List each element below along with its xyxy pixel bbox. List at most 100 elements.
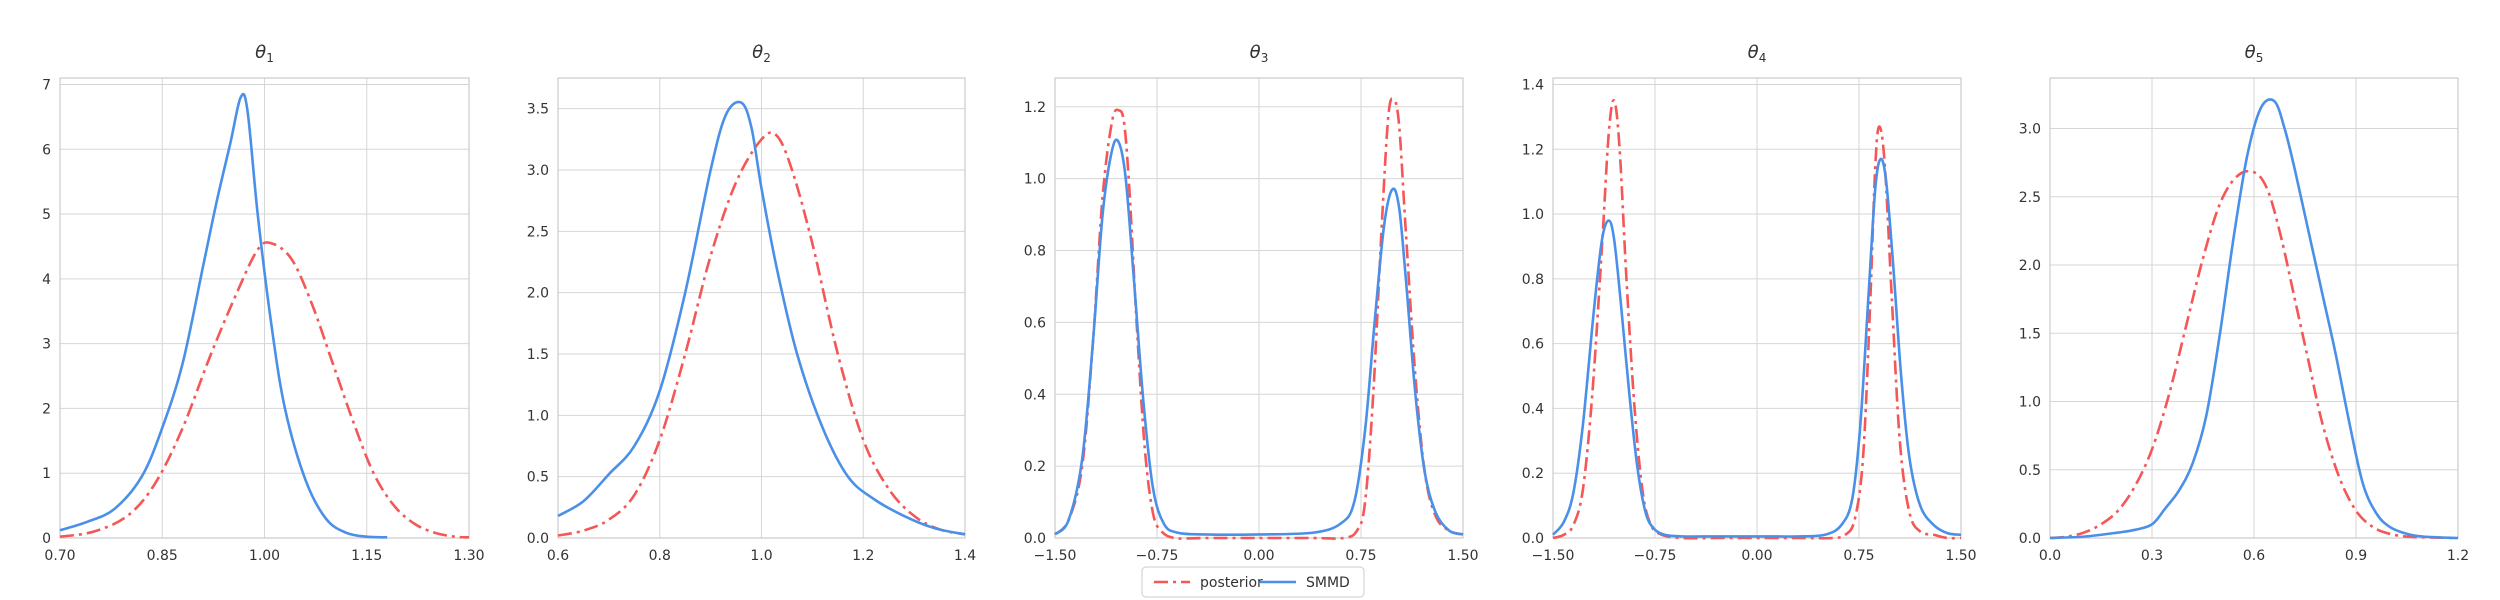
series-line-smmd	[59, 92, 388, 539]
plot-frame	[1054, 77, 1464, 539]
y-tick-label: 1.0	[1522, 207, 1544, 223]
series-line-smmd	[557, 100, 966, 536]
y-tick-label: 0.0	[1522, 531, 1544, 547]
title-subscript: 1	[266, 51, 274, 65]
y-tick-label: 1.4	[1522, 77, 1544, 93]
y-tick-label: 1.2	[1522, 142, 1544, 158]
legend-label-posterior: posterior	[1200, 575, 1263, 591]
x-tick-label: 0.75	[1843, 548, 1874, 564]
series-line-posterior	[1552, 98, 1962, 540]
y-tick-label: 1.5	[2019, 326, 2041, 342]
title-symbol: θ	[752, 42, 763, 63]
y-tick-label: 0.0	[527, 531, 549, 547]
series-line-smmd	[1552, 157, 1962, 538]
panel-theta4: −1.50 −0.75 0.00 0.75 1.50 0.0 0.2 0.4 0.6 0.8 1.0…	[1522, 42, 1977, 564]
y-tick-label: 3.0	[527, 163, 549, 179]
y-tick-label: 6	[42, 142, 51, 158]
title-subscript: 4	[1759, 51, 1767, 65]
panel-title: θ5	[2245, 42, 2264, 65]
series-line-posterior	[557, 131, 966, 537]
x-tick-label: 1.0	[750, 548, 772, 564]
y-tick-label: 3	[42, 337, 51, 353]
x-tick-label: −1.50	[1532, 548, 1575, 564]
y-tick-label: 2	[42, 401, 51, 417]
y-tick-label: 4	[42, 272, 51, 288]
y-tick-label: 1	[42, 466, 51, 482]
series-line-posterior	[59, 241, 470, 539]
series-line-posterior	[2049, 169, 2459, 540]
y-tick-label: 2.5	[527, 224, 549, 240]
y-tick-label: 2.0	[527, 286, 549, 302]
x-tick-label: 0.6	[2243, 548, 2265, 564]
panel-title: θ2	[752, 42, 771, 65]
y-tick-label: 2.0	[2019, 258, 2041, 274]
x-tick-label: 0.00	[1741, 548, 1772, 564]
y-tick-label: 0.4	[1522, 401, 1544, 417]
y-tick-label: 0.2	[1024, 459, 1046, 475]
x-tick-label: −0.75	[1136, 548, 1179, 564]
x-tick-label: 1.4	[954, 548, 976, 564]
legend-label-smmd: SMMD	[1306, 575, 1350, 591]
title-symbol: θ	[1250, 42, 1261, 63]
x-tick-label: 0.9	[2345, 548, 2367, 564]
y-tick-label: 1.0	[527, 408, 549, 424]
y-tick-label: 0	[42, 531, 51, 547]
series-line-smmd	[1054, 138, 1464, 536]
x-tick-label: 1.30	[453, 548, 484, 564]
y-tick-label: 0.5	[2019, 463, 2041, 479]
y-tick-label: 0.6	[1024, 315, 1046, 331]
x-tick-label: 1.00	[249, 548, 280, 564]
y-tick-label: 5	[42, 207, 51, 223]
y-tick-label: 2.5	[2019, 190, 2041, 206]
series-line-posterior	[1054, 97, 1464, 540]
x-tick-label: 0.8	[649, 548, 671, 564]
y-tick-label: 0.8	[1024, 244, 1046, 260]
legend: posterior SMMD	[1141, 566, 1365, 598]
y-tick-label: 3.5	[527, 102, 549, 118]
plot-frame	[557, 77, 966, 539]
y-tick-label: 0.0	[2019, 531, 2041, 547]
x-tick-label: 1.50	[1447, 548, 1478, 564]
panel-title: θ1	[255, 42, 274, 65]
x-tick-label: −0.75	[1634, 548, 1677, 564]
x-tick-label: 0.6	[547, 548, 569, 564]
y-tick-label: 0.2	[1522, 466, 1544, 482]
x-tick-label: 0.0	[2039, 548, 2061, 564]
x-tick-label: 0.3	[2141, 548, 2163, 564]
title-subscript: 2	[763, 51, 771, 65]
panel-title: θ3	[1250, 42, 1269, 65]
legend-box	[1141, 566, 1365, 598]
y-tick-label: 0.0	[1024, 531, 1046, 547]
panel-theta2: 0.6 0.8 1.0 1.2 1.4 0.0 0.5 1.0 1.5 2.0 2.5 3.0 3.5 θ…	[527, 42, 976, 564]
panel-theta5: 0.0 0.3 0.6 0.9 1.2 0.0 0.5 1.0 1.5 2.0 2.5 3.0 θ5	[2019, 42, 2469, 564]
x-tick-label: 1.2	[2447, 548, 2469, 564]
x-tick-label: 0.70	[44, 548, 75, 564]
y-tick-label: 1.0	[2019, 395, 2041, 411]
y-tick-label: 0.6	[1522, 337, 1544, 353]
y-tick-label: 3.0	[2019, 122, 2041, 138]
title-subscript: 3	[1261, 51, 1269, 65]
y-tick-label: 1.2	[1024, 100, 1046, 116]
x-tick-label: 1.15	[351, 548, 382, 564]
y-tick-label: 0.8	[1522, 272, 1544, 288]
x-tick-label: −1.50	[1034, 548, 1077, 564]
x-tick-label: 1.2	[852, 548, 874, 564]
panel-theta3: −1.50 −0.75 0.00 0.75 1.50 0.0 0.2 0.4 0.6 0.8 1.0…	[1024, 42, 1479, 564]
title-symbol: θ	[1748, 42, 1759, 63]
x-tick-label: 0.75	[1345, 548, 1376, 564]
y-tick-label: 1.5	[527, 347, 549, 363]
title-symbol: θ	[255, 42, 266, 63]
panel-title: θ4	[1748, 42, 1767, 65]
y-tick-label: 0.5	[527, 470, 549, 486]
y-tick-label: 7	[42, 77, 51, 93]
x-tick-label: 0.85	[147, 548, 178, 564]
y-tick-label: 1.0	[1024, 172, 1046, 188]
y-tick-label: 0.4	[1024, 387, 1046, 403]
series-line-smmd	[2049, 98, 2459, 540]
plot-frame	[2049, 77, 2459, 539]
title-symbol: θ	[2245, 42, 2256, 63]
title-subscript: 5	[2256, 51, 2264, 65]
